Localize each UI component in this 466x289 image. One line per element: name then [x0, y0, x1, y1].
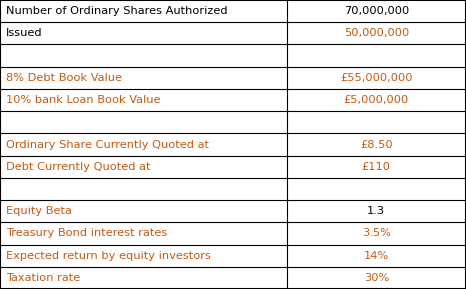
Text: 30%: 30% [363, 273, 389, 283]
Text: 8% Debt Book Value: 8% Debt Book Value [6, 73, 122, 83]
Text: £8.50: £8.50 [360, 140, 393, 149]
Text: Debt Currently Quoted at: Debt Currently Quoted at [6, 162, 150, 172]
Text: 3.5%: 3.5% [362, 228, 391, 238]
Text: £5,000,000: £5,000,000 [343, 95, 409, 105]
Text: Equity Beta: Equity Beta [6, 206, 71, 216]
Text: £55,000,000: £55,000,000 [340, 73, 412, 83]
Text: Ordinary Share Currently Quoted at: Ordinary Share Currently Quoted at [6, 140, 209, 149]
Text: Expected return by equity investors: Expected return by equity investors [6, 251, 211, 261]
Text: Treasury Bond interest rates: Treasury Bond interest rates [6, 228, 167, 238]
Text: 14%: 14% [364, 251, 389, 261]
Text: 1.3: 1.3 [367, 206, 385, 216]
Text: £110: £110 [362, 162, 391, 172]
Text: Issued: Issued [6, 28, 42, 38]
Text: Taxation rate: Taxation rate [6, 273, 80, 283]
Text: 10% bank Loan Book Value: 10% bank Loan Book Value [6, 95, 160, 105]
Text: 50,000,000: 50,000,000 [343, 28, 409, 38]
Text: 70,000,000: 70,000,000 [343, 6, 409, 16]
Text: Number of Ordinary Shares Authorized: Number of Ordinary Shares Authorized [6, 6, 227, 16]
